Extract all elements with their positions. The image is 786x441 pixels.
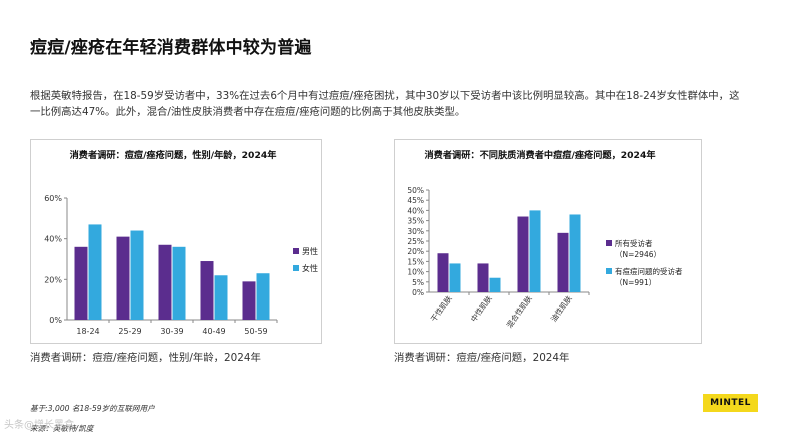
chart-title-gender-age: 消费者调研：痘痘/痤疮问题，性别/年龄，2024年 [69, 150, 277, 161]
y-tick-label: 20% [44, 275, 62, 284]
legend-sublabel: （N=2946） [615, 250, 661, 259]
chart-caption-right: 消费者调研：痘痘/痤疮问题，2024年 [394, 352, 570, 364]
bar-series1-3 [557, 232, 569, 292]
bar-series2-0 [449, 263, 461, 292]
x-tick-label: 40-49 [202, 327, 225, 336]
x-tick-label: 50-59 [244, 327, 267, 336]
y-tick-label: 15% [407, 257, 424, 266]
y-tick-label: 50% [407, 186, 424, 195]
y-tick-label: 20% [407, 247, 424, 256]
bar-series2-3 [569, 214, 581, 292]
bar-series1-2 [158, 244, 172, 320]
y-tick-label: 40% [44, 235, 62, 244]
y-tick-label: 45% [407, 196, 424, 205]
mintel-logo: MINTEL [703, 394, 758, 412]
page-title: 痘痘/痤疮在年轻消费群体中较为普遍 [30, 38, 312, 58]
y-tick-label: 0% [412, 288, 424, 297]
bar-series1-0 [74, 246, 88, 320]
bar-series2-2 [529, 210, 541, 292]
bar-series2-1 [489, 277, 501, 292]
bar-chart-skin-type: 0%5%10% 15%20%25%30%35% 40%45%50% 干性肌肤 中性肌肤混… [407, 186, 683, 330]
legend-label: 有痘痘问题的受访者 [615, 266, 683, 276]
bar-series2-4 [256, 273, 270, 320]
y-tick-label: 30% [407, 227, 424, 236]
bar-series1-1 [116, 236, 130, 320]
chart-panel-gender-age: 消费者调研：痘痘/痤疮问题，性别/年龄，2024年 0% 20% 40% 60% 18-… [30, 139, 322, 344]
x-tick-label: 中性肌肤 [468, 293, 494, 324]
x-tick-label: 30-39 [160, 327, 183, 336]
y-tick-label: 10% [407, 268, 424, 277]
legend-swatch [606, 268, 612, 274]
legend-sublabel: （N=991） [615, 278, 656, 287]
legend-label: 男性 [302, 246, 318, 256]
y-tick-label: 40% [407, 206, 424, 215]
x-tick-label: 18-24 [76, 327, 99, 336]
bar-series2-3 [214, 275, 228, 320]
watermark: 头条@增长黑盒 [4, 420, 74, 431]
x-tick-label: 混合性肌肤 [504, 293, 534, 330]
source-note: 来源：英敏特/凯度 [30, 424, 94, 433]
y-tick-label: 35% [407, 217, 424, 226]
bar-series1-0 [437, 253, 449, 292]
bar-series1-2 [517, 216, 529, 292]
bar-series1-3 [200, 261, 214, 320]
bar-series1-1 [477, 263, 489, 292]
bar-series2-0 [88, 224, 102, 320]
bar-series2-1 [130, 230, 144, 320]
chart-title-skin-type: 消费者调研：不同肤质消费者中痘痘/痤疮问题，2024年 [424, 150, 656, 161]
bar-series2-2 [172, 246, 186, 320]
y-tick-label: 25% [407, 237, 424, 246]
x-tick-label: 25-29 [118, 327, 141, 336]
chart-panel-skin-type: 消费者调研：不同肤质消费者中痘痘/痤疮问题，2024年 0% 5% 10% 15% 20… [394, 139, 702, 344]
legend-swatch [293, 265, 299, 271]
legend-swatch [293, 248, 299, 254]
legend-swatch [606, 240, 612, 246]
summary-paragraph: 根据英敏特报告，在18-59岁受访者中，33%在过去6个月中有过痘痘/痤疮困扰，… [30, 90, 740, 118]
legend-label: 所有受访者 [615, 238, 653, 248]
y-tick-label: 5% [412, 278, 424, 287]
base-note: 基于:3,000 名18-59岁的互联网用户 [30, 404, 155, 413]
y-tick-label: 60% [44, 194, 62, 203]
x-tick-label: 油性肌肤 [548, 293, 574, 324]
chart-caption-left: 消费者调研：痘痘/痤疮问题，性别/年龄，2024年 [30, 352, 261, 364]
y-tick-label: 0% [49, 316, 62, 325]
legend-label: 女性 [302, 263, 318, 273]
bar-series1-4 [242, 281, 256, 320]
x-tick-label: 干性肌肤 [428, 293, 454, 324]
